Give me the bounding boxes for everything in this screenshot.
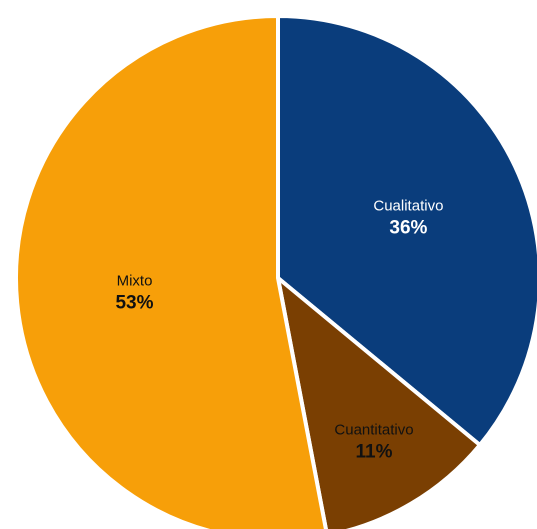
slice-value-cualitativo: 36% [389, 218, 427, 239]
slice-value-mixto: 53% [115, 293, 153, 314]
pie-labels: Cualitativo 36% Cuantitativo 11% Mixto 53% [115, 198, 443, 463]
slice-label-cuantitativo: Cuantitativo [334, 421, 413, 438]
slice-label-mixto: Mixto [117, 273, 153, 290]
pie-slices [14, 14, 537, 529]
slice-label-cualitativo: Cualitativo [373, 198, 443, 215]
pie-slice-cuantitativo [276, 276, 482, 529]
pie-slice-mixto [14, 14, 328, 529]
pie-slice-cualitativo [276, 14, 537, 448]
slice-value-cuantitativo: 11% [356, 441, 393, 462]
